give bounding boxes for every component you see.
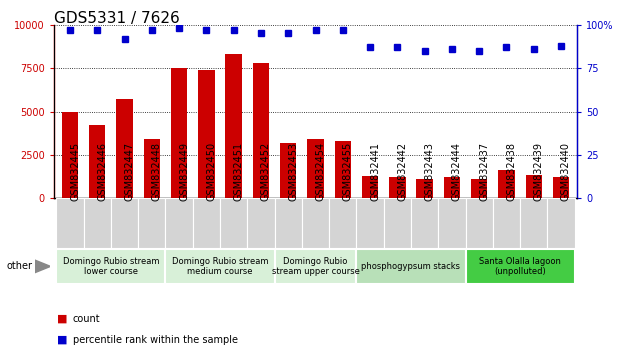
FancyBboxPatch shape (56, 198, 84, 248)
Text: GSM832453: GSM832453 (288, 142, 298, 201)
Text: GSM832452: GSM832452 (261, 142, 271, 201)
FancyBboxPatch shape (165, 249, 274, 284)
FancyBboxPatch shape (493, 198, 520, 248)
Text: GSM832444: GSM832444 (452, 142, 462, 201)
Bar (553, 177, 569, 198)
Text: GSM832450: GSM832450 (206, 142, 216, 201)
Bar (471, 179, 487, 198)
Text: GSM832445: GSM832445 (70, 142, 80, 201)
FancyBboxPatch shape (357, 198, 384, 248)
FancyBboxPatch shape (547, 198, 575, 248)
FancyBboxPatch shape (357, 249, 466, 284)
Text: GSM832440: GSM832440 (561, 142, 571, 201)
Text: ■: ■ (57, 335, 68, 345)
Text: GSM832438: GSM832438 (507, 142, 516, 201)
Bar (334, 141, 351, 198)
Text: GSM832455: GSM832455 (343, 142, 353, 201)
Bar (416, 179, 433, 198)
Text: GSM832441: GSM832441 (370, 142, 380, 201)
FancyBboxPatch shape (247, 198, 274, 248)
Text: Domingo Rubio stream
medium course: Domingo Rubio stream medium course (172, 257, 268, 276)
FancyBboxPatch shape (439, 198, 466, 248)
Text: GSM832449: GSM832449 (179, 142, 189, 201)
Text: other: other (6, 261, 32, 272)
FancyBboxPatch shape (520, 198, 547, 248)
Text: GSM832451: GSM832451 (233, 142, 244, 201)
Text: Domingo Rubio stream
lower course: Domingo Rubio stream lower course (62, 257, 159, 276)
FancyBboxPatch shape (220, 198, 247, 248)
Bar (498, 171, 515, 198)
Text: GSM832439: GSM832439 (534, 142, 544, 201)
FancyBboxPatch shape (192, 198, 220, 248)
Bar (526, 175, 542, 198)
Text: GSM832454: GSM832454 (316, 142, 326, 201)
FancyBboxPatch shape (302, 198, 329, 248)
FancyBboxPatch shape (411, 198, 439, 248)
FancyBboxPatch shape (138, 198, 165, 248)
Bar (389, 177, 406, 198)
FancyBboxPatch shape (165, 198, 192, 248)
Text: GSM832447: GSM832447 (124, 142, 134, 201)
Text: GSM832442: GSM832442 (398, 142, 408, 201)
Text: Domingo Rubio
stream upper course: Domingo Rubio stream upper course (271, 257, 360, 276)
Text: Santa Olalla lagoon
(unpolluted): Santa Olalla lagoon (unpolluted) (479, 257, 561, 276)
FancyBboxPatch shape (384, 198, 411, 248)
Bar (89, 125, 105, 198)
Text: GSM832437: GSM832437 (479, 142, 489, 201)
Text: GSM832446: GSM832446 (97, 142, 107, 201)
Bar (225, 54, 242, 198)
Text: ■: ■ (57, 314, 68, 324)
FancyBboxPatch shape (329, 198, 357, 248)
Bar (144, 139, 160, 198)
FancyBboxPatch shape (274, 198, 302, 248)
Text: percentile rank within the sample: percentile rank within the sample (73, 335, 237, 345)
FancyBboxPatch shape (56, 249, 165, 284)
Bar (198, 70, 215, 198)
Bar (171, 68, 187, 198)
Bar (280, 143, 297, 198)
Text: phosphogypsum stacks: phosphogypsum stacks (362, 262, 461, 271)
Text: GSM832443: GSM832443 (425, 142, 435, 201)
FancyBboxPatch shape (111, 198, 138, 248)
FancyBboxPatch shape (84, 198, 111, 248)
Bar (362, 176, 378, 198)
Bar (307, 139, 324, 198)
FancyBboxPatch shape (274, 249, 357, 284)
Bar (116, 99, 133, 198)
Bar (444, 177, 460, 198)
Polygon shape (35, 260, 50, 273)
FancyBboxPatch shape (466, 249, 575, 284)
FancyBboxPatch shape (466, 198, 493, 248)
Text: GDS5331 / 7626: GDS5331 / 7626 (54, 11, 179, 25)
Text: count: count (73, 314, 100, 324)
Bar (62, 112, 78, 198)
Bar (253, 63, 269, 198)
Text: GSM832448: GSM832448 (152, 142, 162, 201)
